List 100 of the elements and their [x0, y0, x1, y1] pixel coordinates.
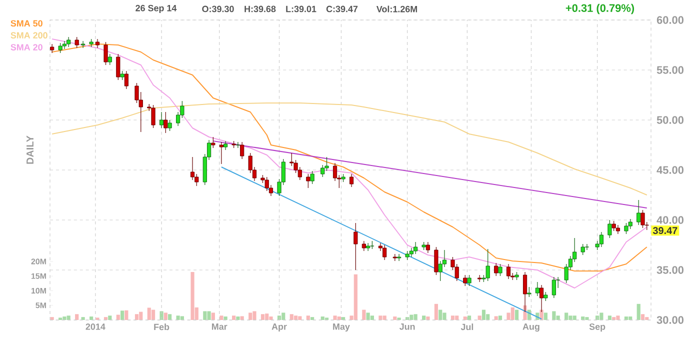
bar — [564, 312, 568, 320]
line-series — [52, 102, 648, 196]
text: DAILY — [26, 136, 34, 164]
candlestick — [116, 54, 120, 80]
bar — [333, 316, 337, 320]
candlestick — [640, 210, 645, 228]
candlestick — [624, 222, 628, 234]
candlestick — [362, 240, 366, 252]
candlestick — [224, 140, 228, 150]
x-tick-label: Sep — [589, 324, 606, 332]
bar — [544, 312, 548, 320]
candlestick — [349, 174, 354, 188]
y-tick-label: 35.00 — [656, 266, 684, 274]
bar — [450, 316, 455, 320]
text: SMA 50 — [10, 20, 42, 27]
bar — [310, 317, 314, 320]
bar — [260, 314, 265, 320]
bar — [298, 316, 302, 320]
bar — [366, 312, 370, 320]
bar — [514, 310, 519, 320]
bar — [252, 311, 256, 320]
candlestick — [104, 42, 108, 66]
candlestick — [599, 232, 604, 248]
candlestick — [159, 112, 164, 128]
bar — [90, 316, 94, 320]
annotation: 39.47 — [652, 227, 678, 234]
x-tick-label: Mar — [212, 324, 228, 330]
candlestick — [494, 262, 498, 276]
bar — [585, 317, 589, 320]
bar — [426, 316, 430, 320]
candlestick — [124, 70, 128, 90]
bar — [207, 311, 211, 320]
bar — [134, 314, 139, 320]
candlestick — [74, 36, 79, 48]
candlestick — [332, 162, 338, 182]
bar — [164, 312, 168, 320]
bar — [180, 316, 184, 320]
candlestick — [608, 220, 612, 238]
bar — [572, 316, 576, 320]
bar — [616, 316, 620, 320]
y-tick-label: 60.00 — [656, 16, 684, 24]
candlestick — [211, 136, 216, 148]
x-tick-label: Jul — [460, 324, 474, 330]
bar — [248, 312, 252, 320]
candlestick — [310, 170, 314, 184]
x-tick-label: Jun — [399, 324, 415, 330]
text: L:39.01 — [286, 6, 316, 12]
bar — [151, 310, 156, 320]
bar — [66, 316, 70, 320]
bar — [378, 316, 382, 320]
bar — [510, 307, 514, 320]
x-tick-label: 2014 — [86, 324, 106, 330]
x-tick-label: Apr — [272, 324, 287, 332]
candlestick — [584, 244, 590, 250]
bar — [498, 316, 502, 320]
candlestick — [354, 222, 358, 270]
bar — [486, 314, 490, 320]
candlestick — [108, 54, 112, 66]
candlestick — [636, 200, 641, 226]
bar — [269, 316, 273, 320]
text: 26 Sep 14 — [136, 4, 177, 14]
candlestick — [366, 242, 370, 252]
candlestick — [616, 224, 620, 234]
bar — [220, 316, 224, 320]
bar — [116, 314, 120, 320]
candlestick — [66, 36, 71, 48]
text: Vol:1.26M — [376, 6, 418, 12]
candlestick — [426, 242, 430, 254]
bar — [265, 314, 269, 320]
bar — [362, 310, 366, 320]
bar — [211, 312, 215, 320]
bar — [139, 312, 143, 320]
bar — [482, 310, 486, 320]
bar — [600, 312, 604, 320]
candlestick — [527, 286, 532, 298]
bar — [203, 311, 207, 320]
candlestick — [298, 166, 302, 180]
bar — [640, 314, 645, 320]
bar — [294, 316, 298, 320]
bar — [306, 316, 310, 320]
bar — [176, 316, 180, 320]
bar — [608, 316, 612, 320]
bar — [160, 311, 164, 320]
bar — [414, 314, 418, 320]
bar — [232, 316, 236, 320]
bar — [290, 314, 294, 320]
bar — [75, 314, 79, 320]
candlestick — [463, 274, 468, 286]
bar — [120, 310, 124, 320]
x-tick-label: Aug — [522, 324, 540, 332]
bar — [552, 311, 556, 320]
y-tick-label: 40.00 — [656, 216, 684, 224]
bar — [168, 314, 172, 320]
candlestick — [168, 120, 172, 132]
candlestick — [80, 40, 86, 48]
candlestick — [190, 156, 195, 180]
candlestick — [58, 42, 62, 54]
bar — [494, 316, 498, 320]
text: SMA 200 — [10, 32, 48, 39]
bar — [320, 316, 324, 320]
